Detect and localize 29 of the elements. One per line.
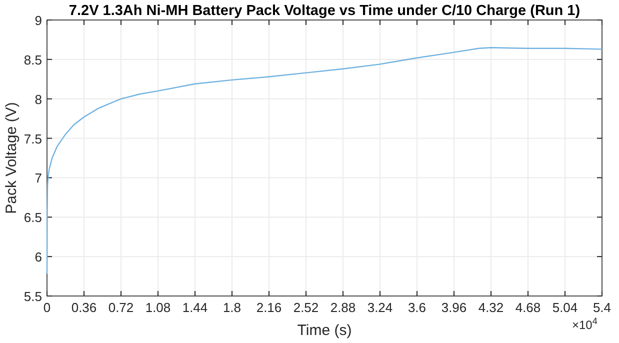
x-tick-label: 5.4 — [592, 300, 612, 315]
x-tick-label: 2.52 — [293, 300, 319, 315]
text: ×10$^{4}$ — [572, 316, 598, 332]
x-tick-label: 2.88 — [330, 300, 356, 315]
x-tick-label: 0.36 — [71, 300, 97, 315]
x-axis-title: Time (s) — [297, 322, 352, 339]
x-tick-label: 0 — [43, 300, 51, 315]
y-axis-title: Pack Voltage (V) — [3, 102, 20, 214]
x-tick-label: 3.96 — [441, 300, 467, 315]
y-tick-label: 8.5 — [24, 52, 42, 68]
y-tick-label: 7 — [34, 170, 42, 186]
x-tick-label: 3.6 — [408, 300, 426, 315]
x-tick-label: 2.16 — [256, 300, 282, 315]
x-tick-label: 5.04 — [552, 300, 578, 315]
y-tick-label: 9 — [34, 13, 42, 28]
line-series — [46, 47, 603, 275]
x-tick-label: 4.32 — [478, 300, 504, 315]
y-tick-label: 6 — [34, 250, 42, 265]
y-tick-label: 8 — [34, 92, 42, 107]
x-tick-label: 1.08 — [145, 300, 171, 315]
y-tick-label: 5.5 — [24, 289, 42, 304]
y-tick-label: 7.5 — [24, 131, 42, 146]
x-tick-label: 0.72 — [108, 300, 134, 315]
x-tick-label: 3.24 — [367, 300, 393, 315]
x-tick-label: 4.68 — [515, 300, 541, 315]
y-tick-label: 6.5 — [24, 210, 42, 226]
x-tick-label: 1.8 — [222, 300, 242, 315]
chart-title: 7.2V 1.3Ah Ni-MH Battery Pack Voltage vs Time under C/10 Charge (Run 1) — [68, 3, 580, 19]
x-tick-label: 1.44 — [182, 300, 208, 315]
